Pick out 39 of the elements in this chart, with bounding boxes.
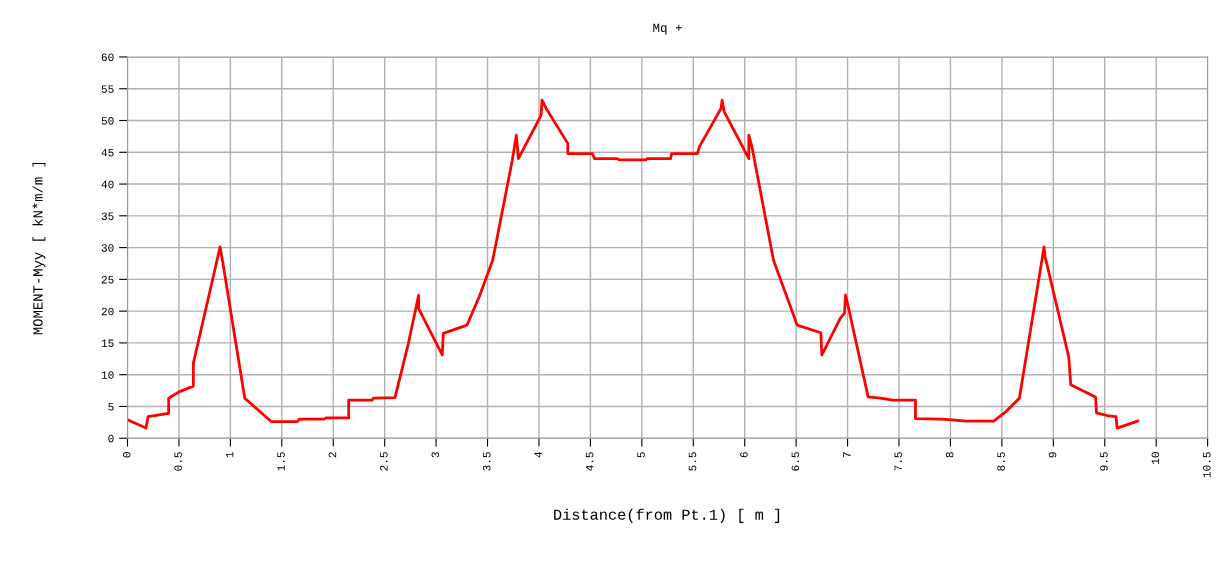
x-tick-label: 2.5 (380, 452, 388, 471)
y-tick-label: 25 (101, 275, 114, 284)
y-tick-label: 30 (101, 244, 114, 252)
x-tick-label: 0 (122, 452, 131, 458)
x-tick-label: 9 (1048, 452, 1057, 458)
y-tick-label: 50 (101, 117, 114, 125)
x-tick-label: 8 (945, 452, 954, 458)
y-tick-label: 10 (101, 371, 114, 379)
x-tick-label: 10.5 (1203, 452, 1211, 478)
x-tick-label: 6.5 (791, 452, 800, 471)
x-tick-label: 3 (431, 452, 440, 458)
y-tick-label: 35 (101, 212, 114, 220)
x-tick-label: 1 (225, 451, 234, 458)
y-tick-label: 15 (101, 339, 114, 348)
x-tick-label: 7.5 (894, 452, 902, 471)
x-tick-label: 9.5 (1100, 452, 1108, 471)
chart-title: Mq + (653, 23, 682, 35)
x-axis-title: Distance(from Pt.1) [ m ] (554, 508, 780, 523)
x-tick-label: 8.5 (997, 452, 1005, 471)
x-tick-label: 6 (740, 452, 748, 458)
x-tick-label: 1.5 (277, 452, 285, 471)
x-tick-label: 7 (843, 452, 851, 458)
y-tick-label: 45 (101, 148, 114, 157)
y-axis-title: MOMENT-Myy [ kN*m/m ] (32, 162, 46, 335)
y-tick-label: 5 (108, 403, 114, 411)
y-tick-label: 60 (101, 53, 114, 62)
y-tick-label: 55 (101, 85, 114, 93)
x-tick-label: 2 (328, 452, 337, 458)
x-tick-label: 3.5 (482, 452, 491, 471)
x-tick-label: 5.5 (688, 452, 697, 471)
x-tick-label: 4.5 (585, 452, 594, 471)
x-tick-label: 4 (534, 451, 542, 458)
y-tick-label: 0 (108, 434, 114, 443)
x-tick-label: 5 (637, 452, 645, 458)
x-tick-label: 0.5 (174, 452, 182, 471)
y-tick-label: 20 (101, 307, 114, 316)
x-tick-label: 10 (1151, 452, 1160, 464)
line-series (127, 98, 1140, 430)
y-tick-label: 40 (101, 180, 114, 189)
